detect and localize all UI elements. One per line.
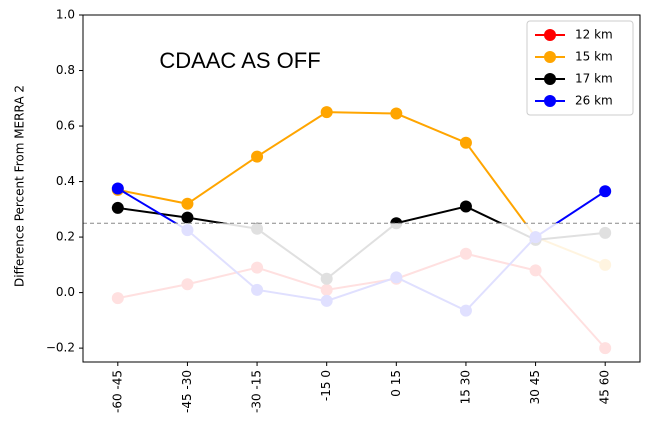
point [459,136,472,149]
x-tick-label: -30 -15 [250,370,264,413]
y-tick-label: 0.8 [56,63,75,77]
legend-label: 12 km [575,28,613,42]
y-tick-label: 1.0 [56,8,75,22]
point [181,211,194,224]
x-tick-label: -15 0 [319,370,333,401]
y-tick-label: 0.0 [56,285,75,299]
x-tick-label: 0 15 [389,370,403,397]
point [390,107,403,120]
point [111,201,124,214]
annotation: CDAAC AS OFF [159,48,320,73]
point [111,182,124,195]
legend-marker [544,95,556,107]
legend-label: 17 km [575,72,613,86]
point [181,197,194,210]
point [251,150,264,163]
legend-marker [544,51,556,63]
y-tick-label: 0.4 [56,174,75,188]
fade-overlay [84,223,639,361]
y-tick-label: 0.2 [56,230,75,244]
legend-marker [544,73,556,85]
x-tick-label: 30 45 [528,370,542,404]
legend-label: 15 km [575,50,613,64]
x-tick-label: 15 30 [458,370,472,404]
legend-label: 26 km [575,94,613,108]
x-tick-label: -60 -45 [110,370,124,413]
series-line [117,111,606,266]
y-axis-label: Difference Percent From MERRA 2 [13,85,27,287]
point [599,185,612,198]
plot-frame [82,14,641,363]
y-tick-label: 0.6 [56,119,75,133]
point [459,200,472,213]
legend-box [526,20,634,116]
x-tick-label: -45 -30 [180,370,194,413]
legend-marker [544,29,556,41]
point [320,106,333,119]
x-tick-label: 45 60 [598,370,612,404]
y-tick-label: −0.2 [46,341,75,355]
